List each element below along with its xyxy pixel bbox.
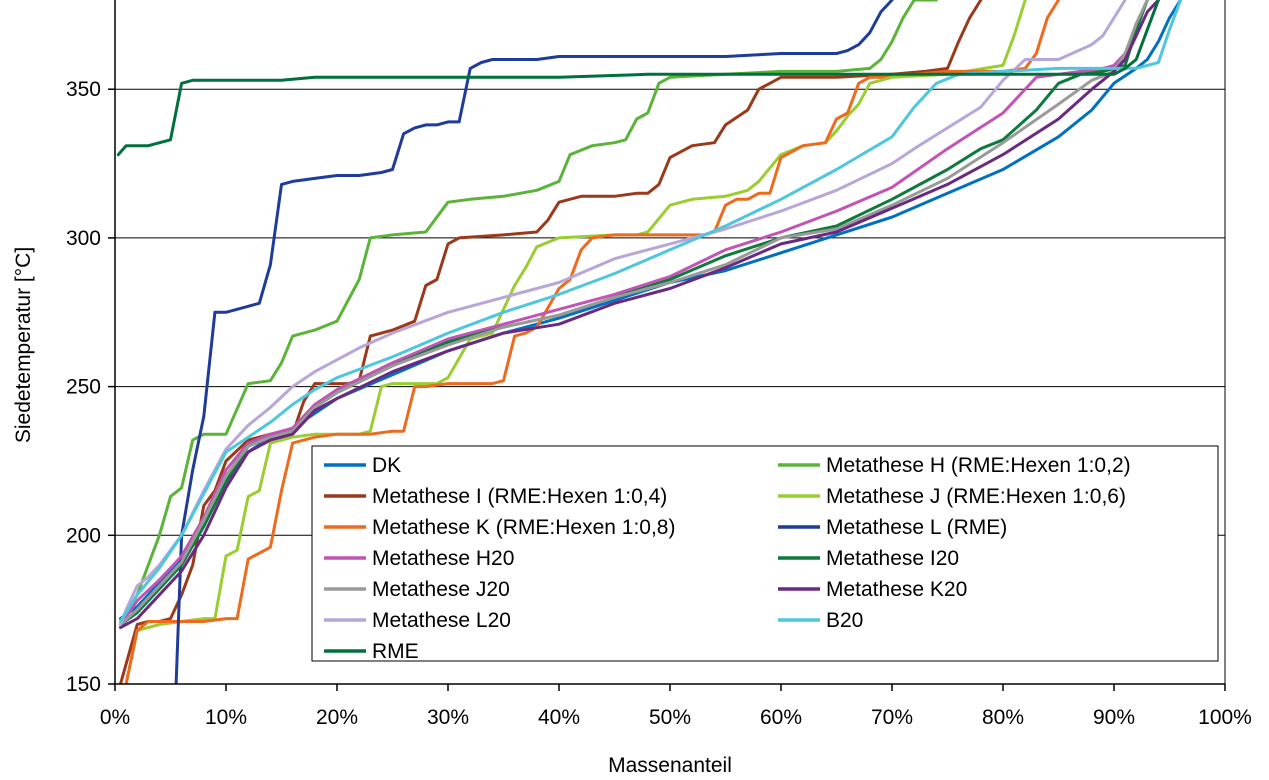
series-line-6 <box>119 0 1149 626</box>
y-tick-label: 250 <box>66 376 101 399</box>
x-tick-label: 0% <box>100 706 130 729</box>
legend-label-11: B20 <box>826 609 863 632</box>
legend-label-0: DK <box>372 454 401 477</box>
series-lines <box>116 0 1183 684</box>
series-line-11 <box>119 0 1183 623</box>
series-line-4 <box>124 0 1060 684</box>
x-tick-label: 20% <box>316 706 358 729</box>
series-line-3 <box>124 0 1027 684</box>
series-line-5 <box>174 0 894 684</box>
x-tick-label: 100% <box>1198 706 1252 729</box>
x-tick-label: 80% <box>982 706 1024 729</box>
y-axis-title: Siedetemperatur [°C] <box>12 247 35 443</box>
legend-label-12: RME <box>372 640 419 663</box>
legend-label-5: Metathese L (RME) <box>826 516 1007 539</box>
legend-label-9: Metathese K20 <box>826 578 967 601</box>
tick-labels: 0% 10% 20% 30% 40% 50% 60% 70% 80% 90% 100% 150 200 2… <box>66 78 1252 729</box>
x-tick-label: 70% <box>871 706 913 729</box>
legend-label-3: Metathese J (RME:Hexen 1:0,6) <box>826 485 1126 508</box>
x-tick-label: 90% <box>1093 706 1135 729</box>
series-line-12 <box>116 0 1160 157</box>
legend-label-10: Metathese L20 <box>372 609 511 632</box>
x-tick-label: 10% <box>205 706 247 729</box>
x-tick-label: 30% <box>427 706 469 729</box>
y-tick-label: 150 <box>66 673 101 696</box>
x-axis-title: Massenanteil <box>608 754 732 777</box>
x-tick-label: 50% <box>649 706 691 729</box>
y-tick-label: 350 <box>66 78 101 101</box>
x-tick-label: 40% <box>538 706 580 729</box>
legend-label-1: Metathese H (RME:Hexen 1:0,2) <box>826 454 1131 477</box>
legend: DK Metathese H (RME:Hexen 1:0,2) Metathese… <box>311 445 1219 663</box>
legend-label-4: Metathese K (RME:Hexen 1:0,8) <box>372 516 675 539</box>
legend-label-7: Metathese I20 <box>826 547 959 570</box>
series-line-8 <box>119 0 1149 626</box>
x-tick-label: 60% <box>760 706 802 729</box>
y-tick-label: 200 <box>66 524 101 547</box>
legend-label-2: Metathese I (RME:Hexen 1:0,4) <box>372 485 667 508</box>
series-line-9 <box>119 0 1160 629</box>
legend-box <box>311 445 1219 662</box>
y-tick-label: 300 <box>66 227 101 250</box>
legend-label-6: Metathese H20 <box>372 547 514 570</box>
legend-label-8: Metathese J20 <box>372 578 510 601</box>
